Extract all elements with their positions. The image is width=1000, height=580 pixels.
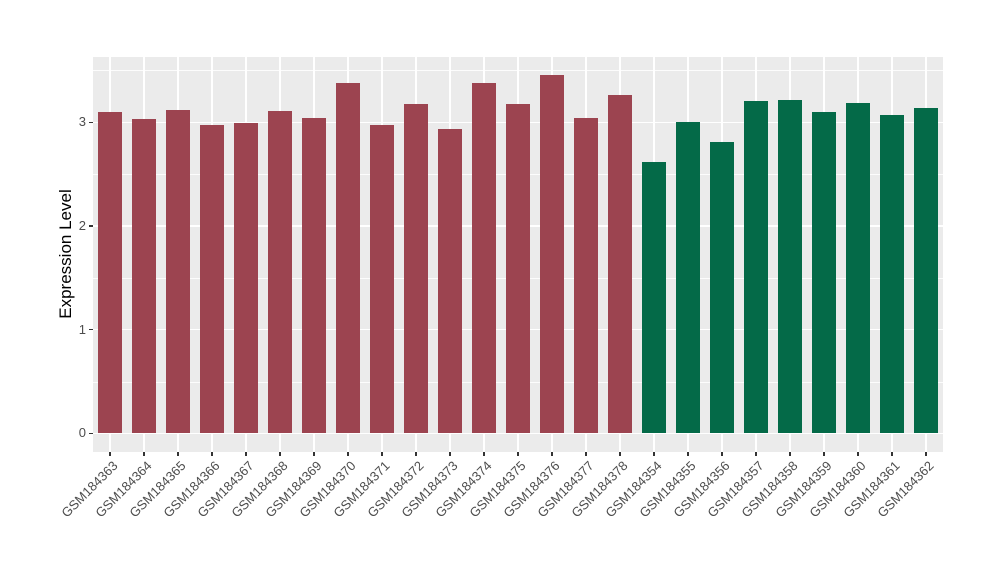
x-tick-mark [211,452,213,456]
bar-GSM184357 [744,100,768,434]
x-tick-mark [619,452,621,456]
x-tick-mark [483,452,485,456]
bar-GSM184376 [540,74,564,434]
x-tick-mark [415,452,417,456]
plot-panel [93,57,943,452]
x-tick-mark [381,452,383,456]
bar-GSM184367 [234,123,258,434]
minor-gridline [93,70,943,72]
bar-GSM184374 [472,82,496,434]
bar-GSM184375 [506,103,530,434]
x-tick-mark [177,452,179,456]
bar-GSM184365 [166,109,190,434]
x-tick-mark [143,452,145,456]
bar-GSM184358 [778,99,802,434]
y-tick-label: 1 [78,321,86,337]
x-tick-mark [449,452,451,456]
bar-GSM184362 [914,107,938,434]
x-tick-mark [823,452,825,456]
x-tick-mark [891,452,893,456]
bar-GSM184371 [370,125,394,434]
x-tick-mark [925,452,927,456]
bar-GSM184360 [846,102,870,434]
bar-GSM184356 [710,142,734,434]
x-tick-mark [279,452,281,456]
y-tick-mark [89,329,93,331]
y-tick-label: 2 [78,217,86,233]
x-tick-mark [313,452,315,456]
bar-GSM184368 [268,110,292,434]
x-tick-mark [857,452,859,456]
bar-GSM184377 [574,118,598,434]
bar-GSM184359 [812,111,836,434]
y-axis-title: Expression Level [56,189,75,319]
bar-GSM184361 [880,115,904,434]
x-tick-mark [109,452,111,456]
x-tick-mark [245,452,247,456]
bar-GSM184373 [438,128,462,434]
x-tick-mark [347,452,349,456]
x-tick-mark [687,452,689,456]
y-tick-mark [89,121,93,123]
bar-GSM184366 [200,125,224,434]
bar-GSM184372 [404,103,428,434]
x-tick-mark [551,452,553,456]
bar-GSM184364 [132,119,156,434]
x-tick-mark [653,452,655,456]
bar-GSM184363 [98,111,122,434]
y-tick-label: 0 [78,425,86,441]
bar-GSM184369 [302,118,326,434]
x-tick-mark [585,452,587,456]
x-tick-mark [755,452,757,456]
x-tick-mark [789,452,791,456]
bar-GSM184355 [676,122,700,434]
bar-GSM184378 [608,95,632,434]
major-gridline [93,432,943,435]
x-tick-mark [517,452,519,456]
bar-GSM184370 [336,82,360,434]
y-tick-mark [89,432,93,434]
x-tick-mark [721,452,723,456]
bar-GSM184354 [642,161,666,434]
y-tick-mark [89,225,93,227]
y-tick-label: 3 [78,114,86,130]
